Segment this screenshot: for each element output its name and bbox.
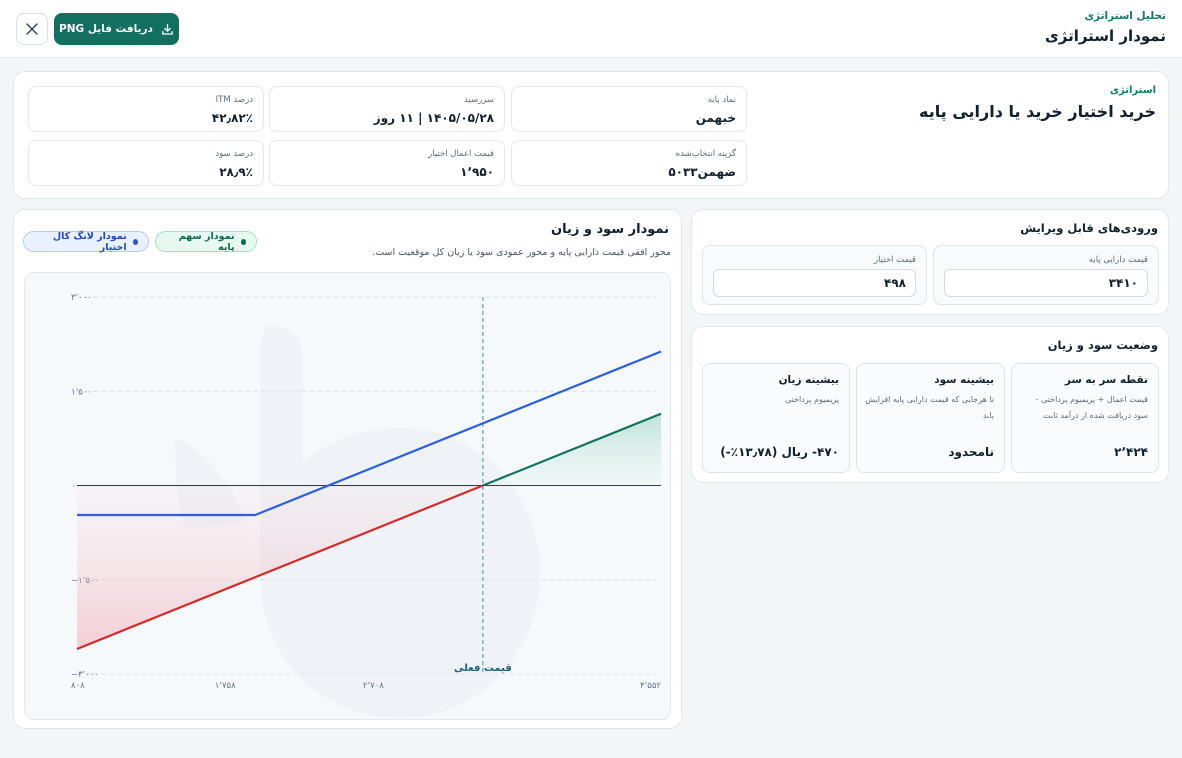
strategy-card: استراتژی خرید اختیار خرید یا دارایی پایه… bbox=[13, 71, 1169, 199]
stat-value: ۲٬۴۲۴ bbox=[1114, 445, 1148, 459]
chart-description: محور افقی قیمت دارایی پایه و محور عمودی … bbox=[372, 247, 671, 258]
info-value: ۴۲٫۸۲٪ bbox=[211, 111, 253, 125]
x-tick-label: ۴٬۵۵۲ bbox=[640, 681, 661, 691]
info-value: ۱۴۰۵/۰۵/۲۸ | ۱۱ روز bbox=[373, 111, 494, 125]
pl-status-card: وضعیت سود و زیان نقطه سر به سر قیمت اعما… bbox=[691, 326, 1169, 483]
stat-description: پریمیوم پرداختی bbox=[785, 395, 839, 404]
info-profit-percent: درصد سود ۲۸٫۹٪ bbox=[28, 140, 264, 186]
pl-chart: ۳٬۰۰۰۱٬۵۰۰۰−۱٬۵۰۰−۳٬۰۰۰۸۰۸۱٬۷۵۸۲٬۷۰۸۴٬۵۵… bbox=[71, 293, 662, 718]
underlying-price-group: قیمت دارایی پایه bbox=[933, 245, 1159, 305]
info-label: گزینه انتخاب‌شده bbox=[675, 149, 736, 159]
legend-toggle-stock[interactable]: نمودار سهم پایه bbox=[155, 230, 257, 253]
info-expiry: سررسید ۱۴۰۵/۰۵/۲۸ | ۱۱ روز bbox=[269, 86, 505, 132]
x-tick-label: ۱٬۷۵۸ bbox=[215, 681, 236, 691]
watermark-logo bbox=[260, 325, 540, 718]
option-price-label: قیمت اختیار bbox=[873, 255, 916, 265]
stat-value: ۴۷۰- ریال (۱۳٫۷۸٪-) bbox=[720, 445, 839, 459]
max-loss-stat: بیشینه زیان پریمیوم پرداختی ۴۷۰- ریال (۱… bbox=[702, 363, 850, 473]
info-underlying-symbol: نماد پایه خبهمن bbox=[511, 86, 747, 132]
info-value: ۱٬۹۵۰ bbox=[460, 165, 494, 179]
download-png-label: دریافت فایل PNG bbox=[59, 23, 153, 35]
underlying-price-input[interactable] bbox=[944, 269, 1148, 297]
info-itm-percent: درصد ITM ۴۲٫۸۲٪ bbox=[28, 86, 264, 132]
current-price-label: قیمت فعلی bbox=[454, 663, 512, 674]
close-button[interactable] bbox=[16, 13, 48, 45]
underlying-price-label: قیمت دارایی پایه bbox=[1088, 255, 1148, 265]
stock-loss-line bbox=[76, 484, 484, 651]
info-value: ۲۸٫۹٪ bbox=[219, 165, 253, 179]
pl-chart-card: نمودار سود و زیان محور افقی قیمت دارایی … bbox=[13, 209, 682, 729]
pl-status-title: وضعیت سود و زیان bbox=[1047, 338, 1158, 352]
breakeven-stat: نقطه سر به سر قیمت اعمال + پریمیوم پرداخ… bbox=[1011, 363, 1159, 473]
info-label: درصد ITM bbox=[215, 95, 253, 105]
x-tick-label: ۲٬۷۰۸ bbox=[363, 681, 384, 691]
long-call-line bbox=[77, 350, 662, 517]
info-label: درصد سود bbox=[215, 149, 253, 159]
option-price-input[interactable] bbox=[713, 269, 916, 297]
plot-area: ۳٬۰۰۰۱٬۵۰۰۰−۱٬۵۰۰−۳٬۰۰۰۸۰۸۱٬۷۵۸۲٬۷۰۸۴٬۵۵… bbox=[24, 272, 671, 720]
inputs-title: ورودی‌های قابل ویرایش bbox=[1020, 221, 1158, 235]
option-price-group: قیمت اختیار bbox=[702, 245, 927, 305]
info-label: نماد پایه bbox=[707, 95, 736, 105]
legend-label: نمودار لانگ کال اختیار bbox=[52, 230, 127, 253]
legend-dot-icon bbox=[132, 238, 138, 245]
y-tick-label: ۱٬۵۰۰ bbox=[71, 387, 92, 397]
y-tick-label: ۳٬۰۰۰ bbox=[71, 293, 92, 303]
stat-title: نقطه سر به سر bbox=[1064, 374, 1148, 386]
stock-profit-line bbox=[482, 412, 662, 487]
download-png-button[interactable]: دریافت فایل PNG bbox=[54, 13, 179, 45]
info-label: قیمت اعمال اختیار bbox=[428, 149, 494, 159]
info-selected-option: گزینه انتخاب‌شده ضهمن۵۰۳۳ bbox=[511, 140, 747, 186]
stat-title: بیشینه سود bbox=[934, 374, 994, 386]
chart-title: نمودار سود و زیان bbox=[551, 222, 669, 237]
y-tick-label: ۰ bbox=[71, 482, 76, 492]
stat-description: تا هرجایی که قیمت دارایی پایه افزایش یاب… bbox=[865, 395, 994, 420]
stat-title: بیشینه زیان bbox=[778, 374, 839, 386]
download-icon bbox=[162, 23, 173, 35]
info-value: خبهمن bbox=[695, 111, 736, 125]
strategy-name: خرید اختیار خرید یا دارایی پایه bbox=[919, 102, 1156, 121]
info-label: سررسید bbox=[463, 95, 494, 105]
legend-label: نمودار سهم پایه bbox=[178, 230, 235, 253]
max-profit-stat: بیشینه سود تا هرجایی که قیمت دارایی پایه… bbox=[856, 363, 1005, 473]
profit-area bbox=[482, 413, 661, 486]
header-subtitle: تحلیل استراتژی bbox=[1084, 10, 1166, 22]
strategy-label: استراتژی bbox=[1109, 85, 1156, 96]
header-title: نمودار استراتژی bbox=[1045, 27, 1166, 45]
editable-inputs-card: ورودی‌های قابل ویرایش قیمت دارایی پایه ق… bbox=[691, 209, 1169, 315]
close-icon bbox=[26, 23, 38, 35]
legend-toggle-long-call[interactable]: نمودار لانگ کال اختیار bbox=[23, 230, 149, 253]
info-value: ضهمن۵۰۳۳ bbox=[668, 165, 736, 179]
stat-value: نامحدود bbox=[948, 445, 994, 459]
y-tick-label: −۳٬۰۰۰ bbox=[71, 670, 99, 680]
x-tick-label: ۸۰۸ bbox=[71, 681, 85, 691]
stat-description: قیمت اعمال + پریمیوم پرداختی - سود دریاف… bbox=[1035, 395, 1148, 420]
page-header: تحلیل استراتژی نمودار استراتژی دریافت فا… bbox=[0, 0, 1182, 58]
legend-dot-icon bbox=[240, 238, 246, 245]
info-strike-price: قیمت اعمال اختیار ۱٬۹۵۰ bbox=[269, 140, 505, 186]
